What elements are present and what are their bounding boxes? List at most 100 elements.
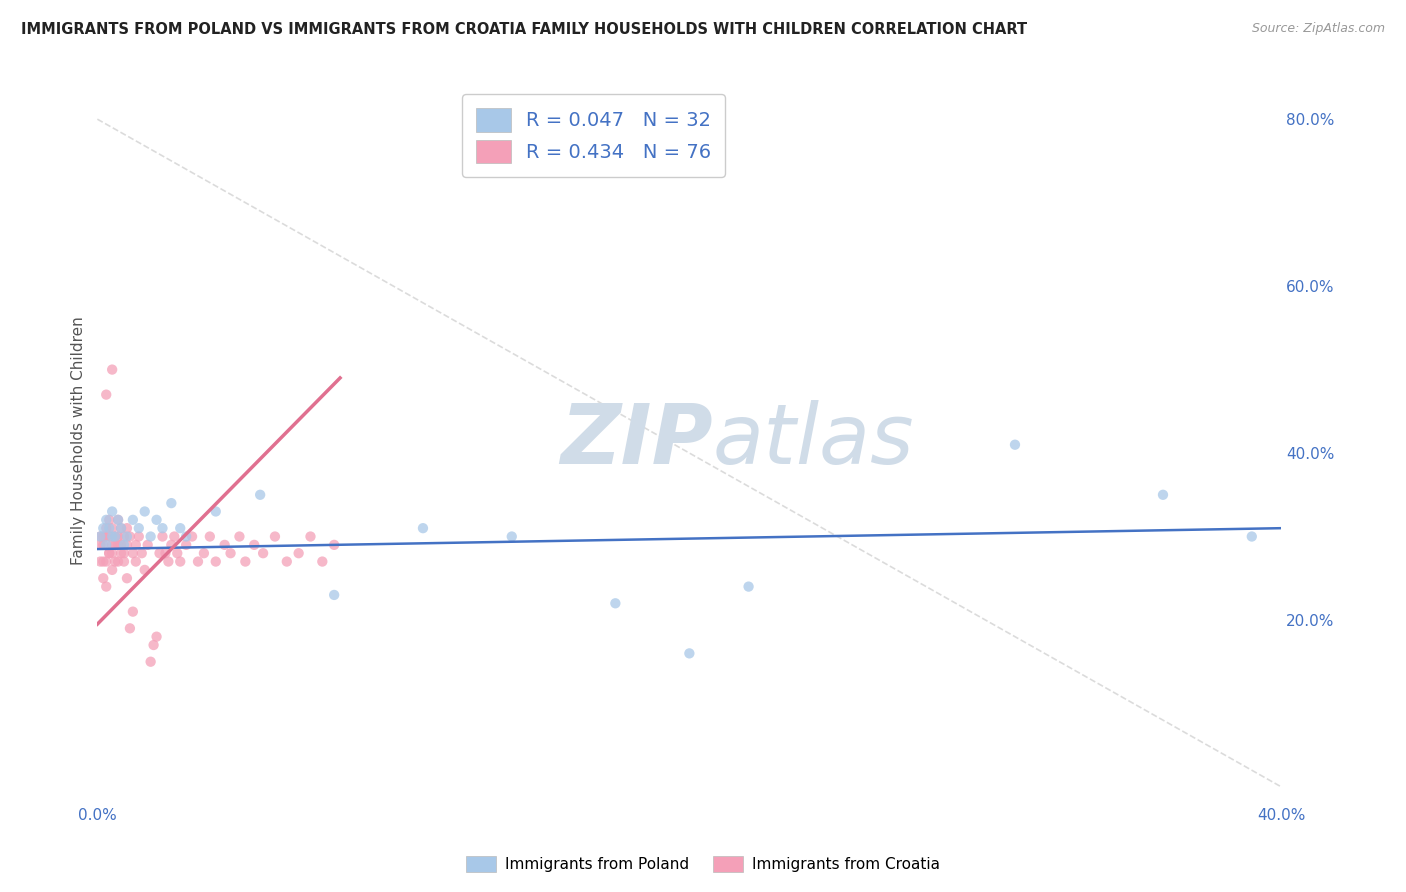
Point	[139, 529, 162, 543]
Point	[96, 529, 118, 543]
Point	[104, 538, 127, 552]
Point	[323, 588, 346, 602]
Point	[152, 529, 174, 543]
Point	[125, 555, 148, 569]
Point	[160, 538, 183, 552]
Point	[128, 521, 150, 535]
Point	[737, 580, 759, 594]
Point	[104, 529, 127, 543]
Point	[118, 621, 141, 635]
Point	[166, 546, 188, 560]
Point	[122, 605, 145, 619]
Point	[101, 546, 124, 560]
Point	[163, 529, 186, 543]
Point	[115, 538, 138, 552]
Point	[174, 538, 197, 552]
Point	[145, 630, 167, 644]
Point	[91, 555, 114, 569]
Point	[1152, 488, 1174, 502]
Point	[181, 529, 204, 543]
Point	[110, 546, 132, 560]
Point	[264, 529, 287, 543]
Point	[142, 638, 165, 652]
Point	[107, 529, 129, 543]
Point	[412, 521, 434, 535]
Y-axis label: Family Households with Children: Family Households with Children	[72, 316, 86, 565]
Point	[91, 521, 114, 535]
Point	[110, 538, 132, 552]
Point	[323, 538, 346, 552]
Point	[110, 521, 132, 535]
Point	[252, 546, 274, 560]
Point	[118, 529, 141, 543]
Point	[169, 521, 191, 535]
Point	[96, 555, 118, 569]
Point	[235, 555, 257, 569]
Point	[122, 546, 145, 560]
Point	[287, 546, 309, 560]
Point	[96, 513, 118, 527]
Point	[89, 529, 111, 543]
Point	[104, 529, 127, 543]
Point	[678, 646, 700, 660]
Point	[98, 529, 121, 543]
Point	[299, 529, 322, 543]
Point	[101, 529, 124, 543]
Point	[1240, 529, 1263, 543]
Point	[214, 538, 236, 552]
Point	[134, 563, 156, 577]
Point	[112, 529, 135, 543]
Point	[101, 521, 124, 535]
Text: Source: ZipAtlas.com: Source: ZipAtlas.com	[1251, 22, 1385, 36]
Point	[110, 521, 132, 535]
Point	[89, 529, 111, 543]
Point	[501, 529, 523, 543]
Point	[98, 513, 121, 527]
Point	[1004, 438, 1026, 452]
Legend: Immigrants from Poland, Immigrants from Croatia: Immigrants from Poland, Immigrants from …	[458, 848, 948, 880]
Point	[157, 555, 180, 569]
Point	[96, 521, 118, 535]
Point	[98, 546, 121, 560]
Point	[311, 555, 333, 569]
Point	[96, 538, 118, 552]
Point	[145, 513, 167, 527]
Point	[219, 546, 242, 560]
Point	[96, 580, 118, 594]
Point	[204, 504, 226, 518]
Point	[98, 546, 121, 560]
Point	[91, 538, 114, 552]
Point	[204, 555, 226, 569]
Point	[101, 504, 124, 518]
Legend: R = 0.047   N = 32, R = 0.434   N = 76: R = 0.047 N = 32, R = 0.434 N = 76	[463, 95, 725, 177]
Text: atlas: atlas	[713, 400, 915, 481]
Text: IMMIGRANTS FROM POLAND VS IMMIGRANTS FROM CROATIA FAMILY HOUSEHOLDS WITH CHILDRE: IMMIGRANTS FROM POLAND VS IMMIGRANTS FRO…	[21, 22, 1028, 37]
Point	[155, 546, 177, 560]
Point	[169, 555, 191, 569]
Point	[89, 555, 111, 569]
Point	[131, 546, 153, 560]
Point	[193, 546, 215, 560]
Point	[107, 538, 129, 552]
Point	[187, 555, 209, 569]
Point	[249, 488, 271, 502]
Point	[134, 504, 156, 518]
Point	[89, 538, 111, 552]
Point	[122, 513, 145, 527]
Point	[91, 571, 114, 585]
Point	[101, 563, 124, 577]
Point	[228, 529, 250, 543]
Point	[96, 387, 118, 401]
Point	[112, 555, 135, 569]
Point	[112, 546, 135, 560]
Point	[152, 521, 174, 535]
Point	[115, 571, 138, 585]
Point	[98, 521, 121, 535]
Point	[139, 655, 162, 669]
Point	[174, 529, 197, 543]
Text: ZIP: ZIP	[561, 400, 713, 481]
Point	[125, 538, 148, 552]
Point	[104, 555, 127, 569]
Point	[101, 362, 124, 376]
Point	[107, 555, 129, 569]
